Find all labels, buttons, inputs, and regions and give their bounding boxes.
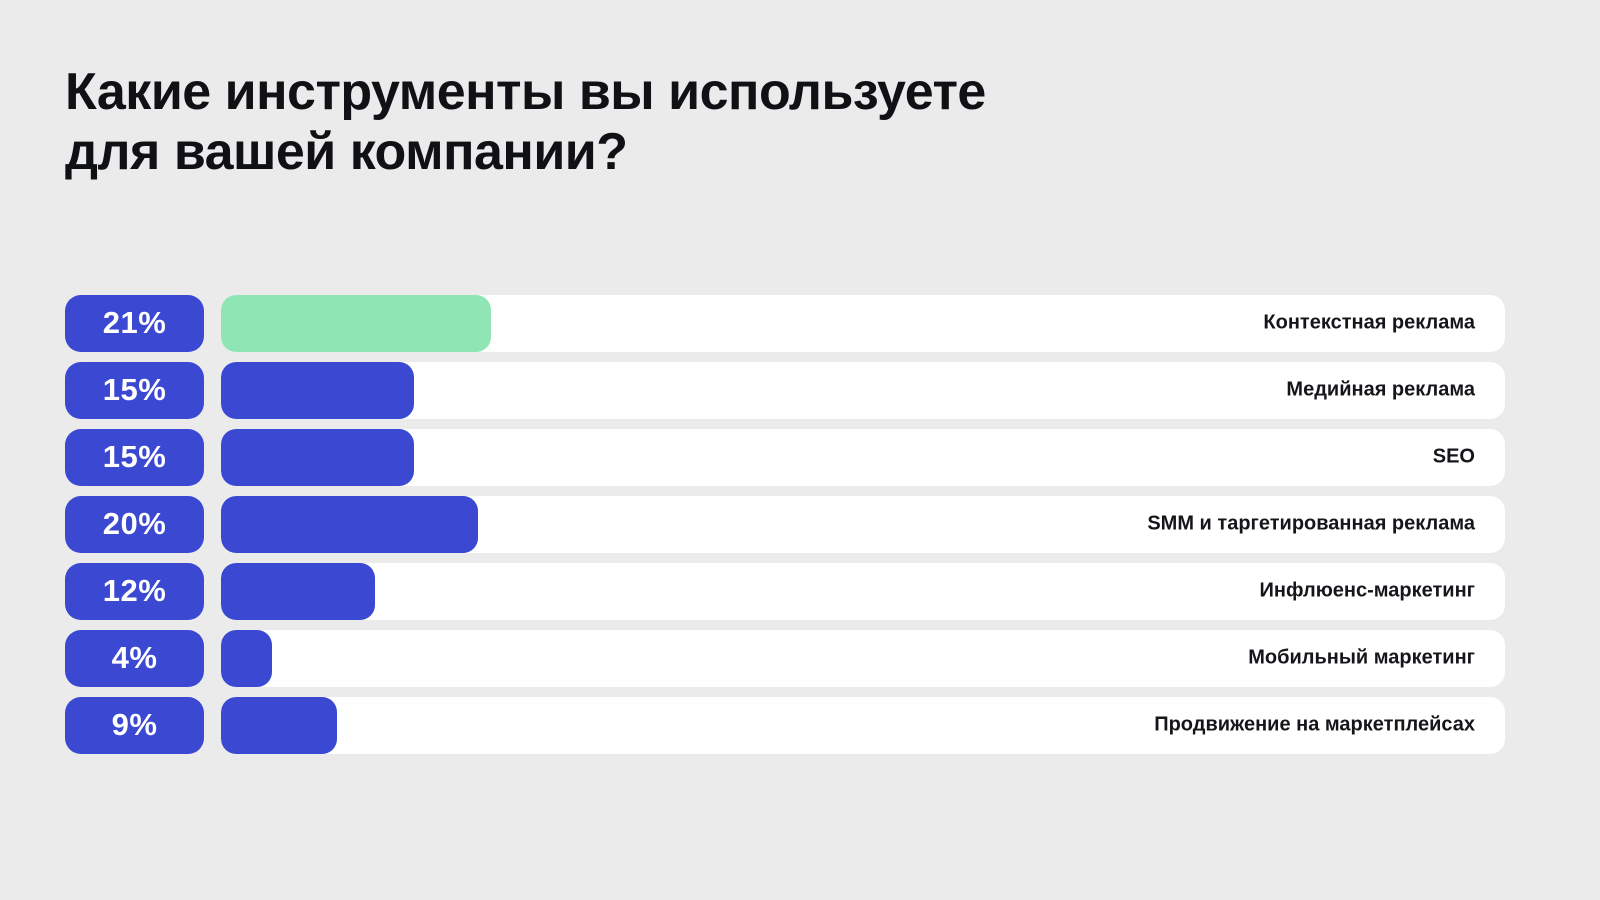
category-label: Медийная реклама [1286,378,1475,401]
bar-track: Продвижение на маркетплейсах [221,696,1505,754]
chart-title: Какие инструменты вы используете для ваш… [65,63,986,182]
value-badge: 4% [65,629,204,687]
value-badge: 15% [65,361,204,419]
bar-track: Контекстная реклама [221,294,1505,352]
category-label: Продвижение на маркетплейсах [1154,713,1475,736]
bar-row: 21% Контекстная реклама [65,294,1505,352]
bar-row: 15% Медийная реклама [65,361,1505,419]
bar-chart: 21% Контекстная реклама 15% Медийная рек… [65,294,1505,754]
category-label: Контекстная реклама [1263,311,1475,334]
bar-row: 4% Мобильный маркетинг [65,629,1505,687]
value-badge: 15% [65,428,204,486]
category-label: SMM и таргетированная реклама [1147,512,1475,535]
bar-track: SMM и таргетированная реклама [221,495,1505,553]
bar-track: SEO [221,428,1505,486]
value-label: 4% [111,640,158,676]
bar-fill [221,629,273,687]
bar-row: 9% Продвижение на маркетплейсах [65,696,1505,754]
value-label: 21% [102,305,167,341]
category-label: Мобильный маркетинг [1248,646,1475,669]
value-label: 15% [102,439,167,475]
bar-row: 15% SEO [65,428,1505,486]
category-label: Инфлюенс-маркетинг [1259,579,1475,602]
bar-fill [221,428,414,486]
value-label: 15% [102,372,167,408]
bar-fill [221,696,337,754]
value-badge: 12% [65,562,204,620]
bar-track: Мобильный маркетинг [221,629,1505,687]
bar-fill [221,495,478,553]
bar-row: 12% Инфлюенс-маркетинг [65,562,1505,620]
bar-track: Медийная реклама [221,361,1505,419]
category-label: SEO [1432,445,1475,468]
value-label: 9% [111,707,158,743]
value-badge: 20% [65,495,204,553]
value-badge: 21% [65,294,204,352]
value-label: 20% [102,506,167,542]
bar-fill [221,294,491,352]
bar-fill [221,562,376,620]
value-badge: 9% [65,696,204,754]
bar-row: 20% SMM и таргетированная реклама [65,495,1505,553]
bar-track: Инфлюенс-маркетинг [221,562,1505,620]
value-label: 12% [102,573,167,609]
bar-fill [221,361,414,419]
